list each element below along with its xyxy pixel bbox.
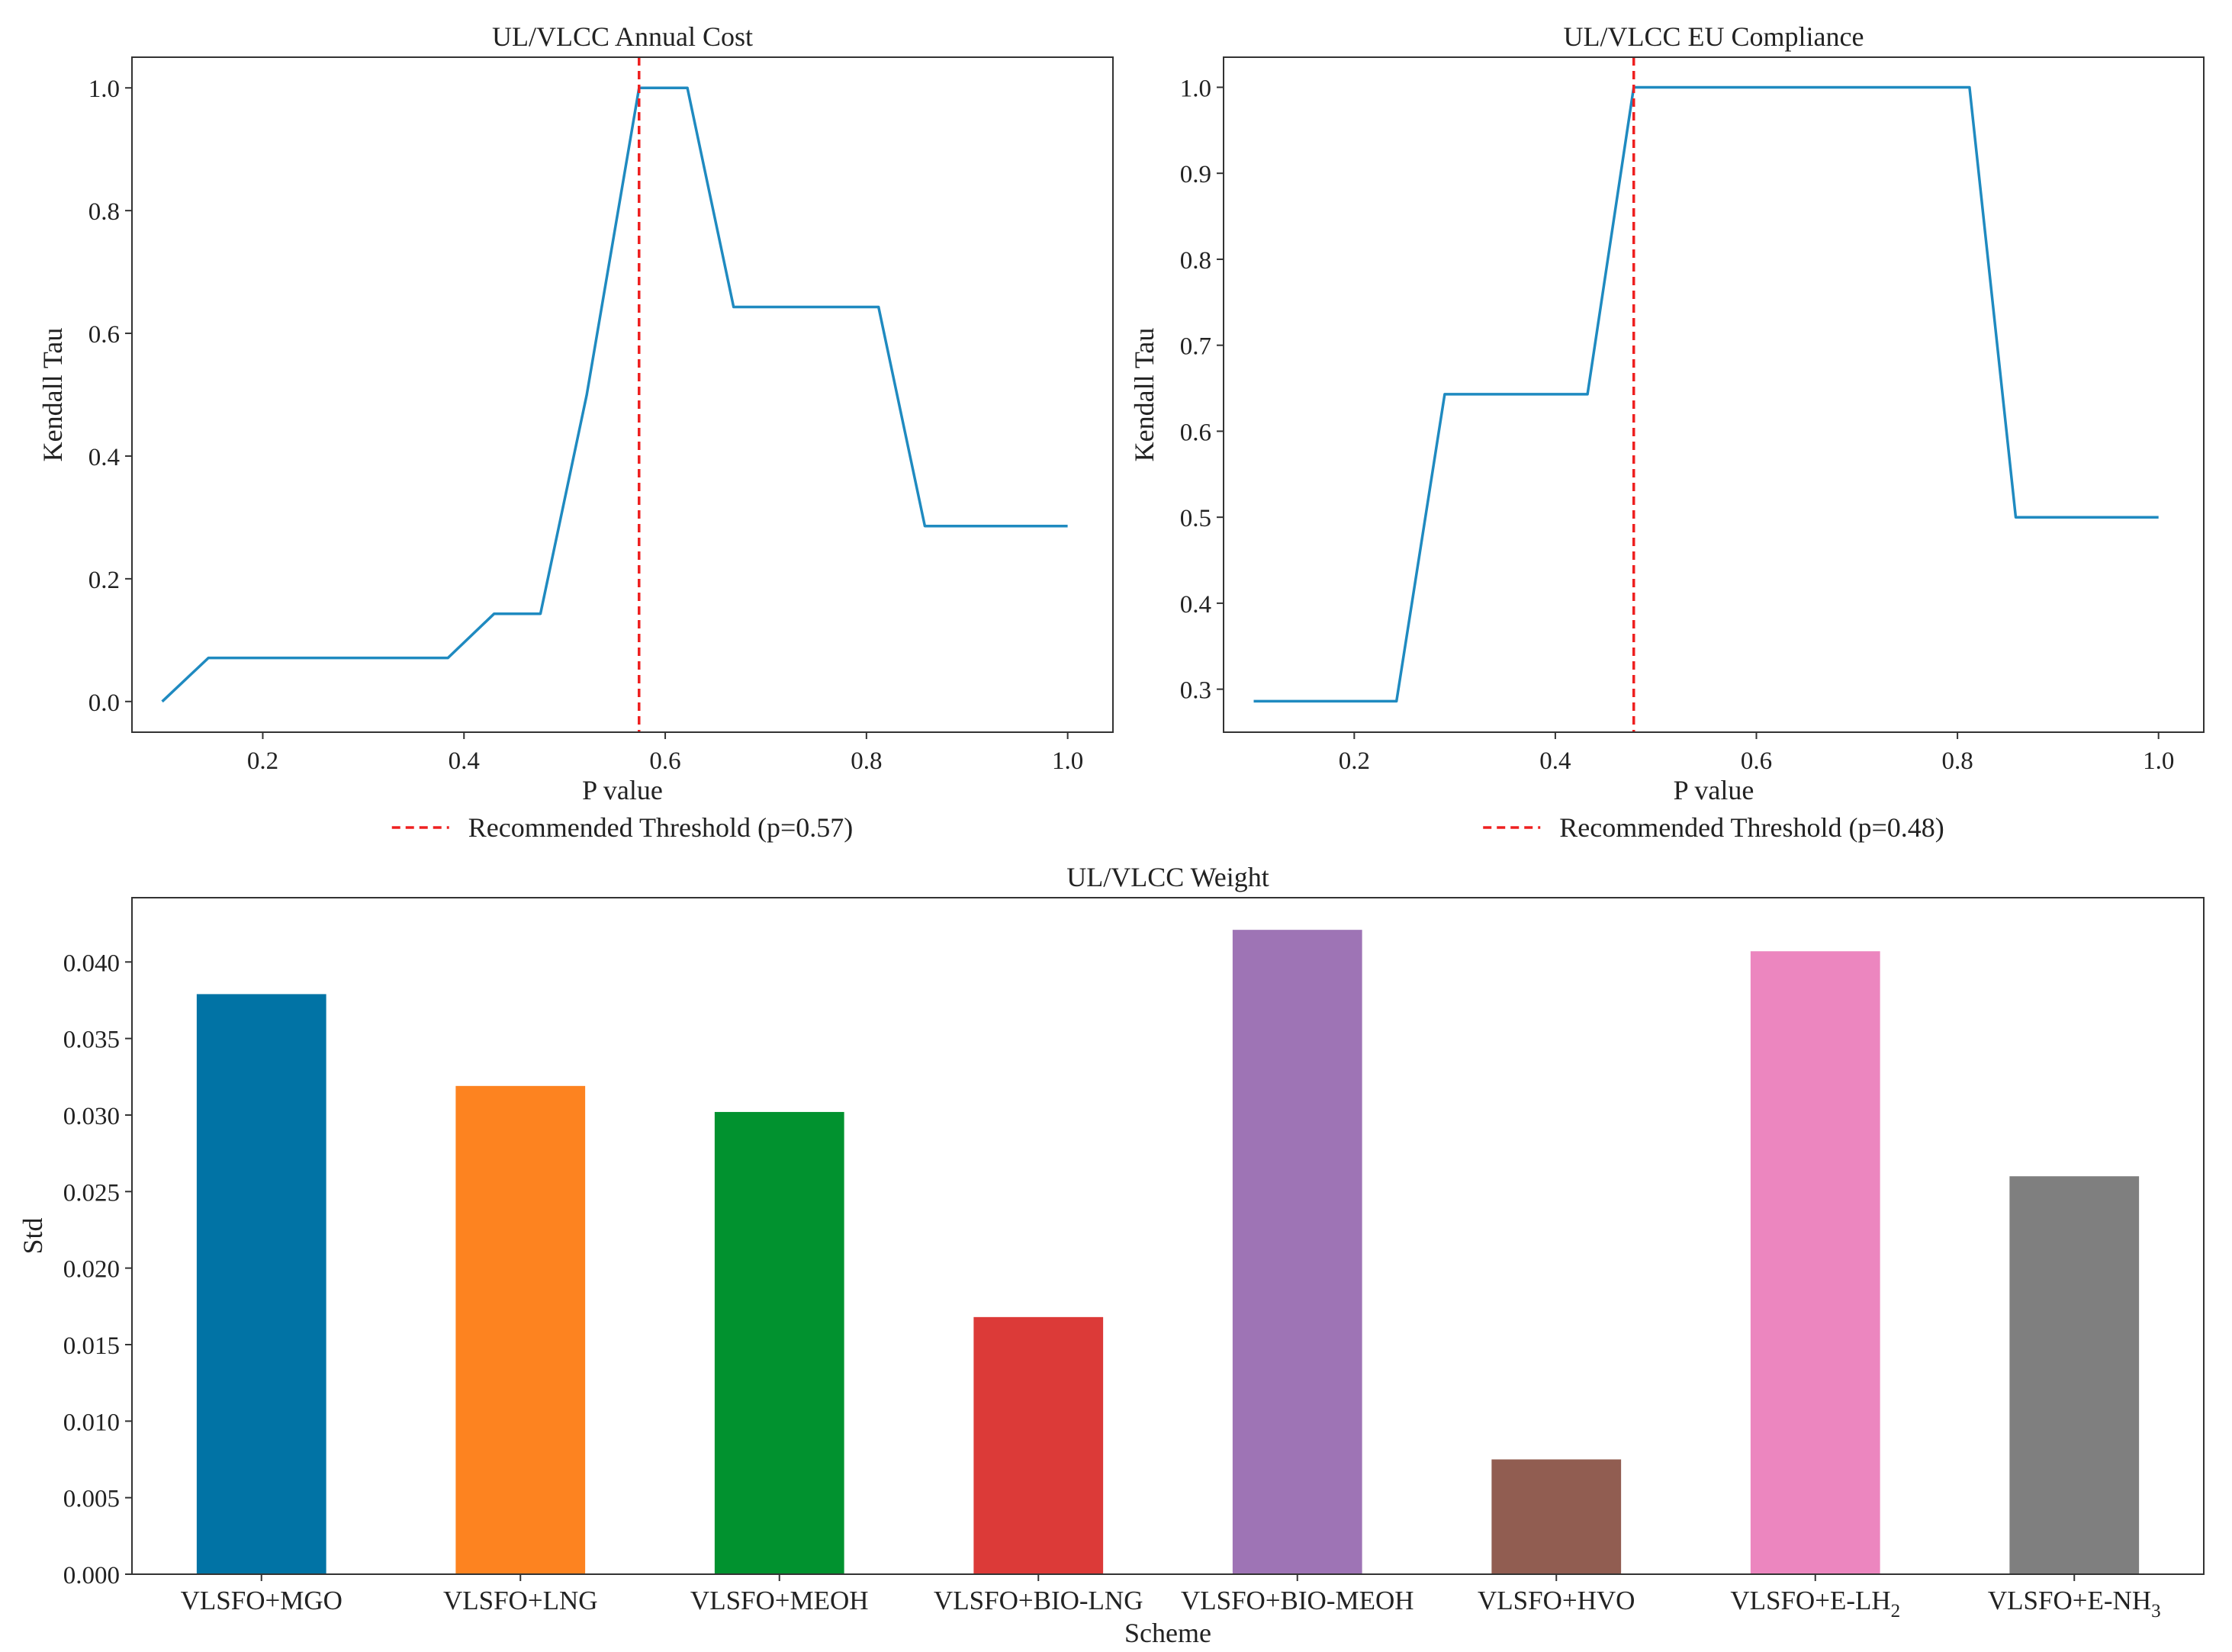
series-line — [1253, 85, 2159, 703]
y-tick-label: 0.8 — [1180, 247, 1211, 275]
chart-title: UL/VLCC Annual Cost — [492, 21, 753, 52]
x-tick-label: 0.2 — [1339, 747, 1370, 775]
y-tick-label: 0.010 — [63, 1409, 120, 1436]
plot-frame — [131, 56, 1114, 733]
y-tick-label: 0.025 — [63, 1179, 120, 1207]
y-tick-label: 0.8 — [88, 198, 120, 226]
weight-bar-chart: UL/VLCC Weight VLSFO+MGO VLSFO+LNG VLSFO+ME… — [18, 862, 2205, 1648]
x-axis-label: Scheme — [1124, 1618, 1211, 1648]
x-tick-label: VLSFO+E-LH2 — [1730, 1586, 1900, 1621]
x-tick-label: 0.4 — [449, 747, 480, 775]
y-tick-label: 0.4 — [88, 444, 120, 471]
chart-title: UL/VLCC EU Compliance — [1564, 21, 1864, 52]
bar — [1750, 951, 1880, 1574]
y-tick-label: 0.6 — [88, 321, 120, 349]
legend-label: Recommended Threshold (p=0.48) — [1559, 812, 1944, 843]
y-tick-label: 0.3 — [1180, 677, 1211, 705]
x-tick-label: 1.0 — [1052, 747, 1083, 775]
y-tick-label: 0.9 — [1180, 161, 1211, 188]
y-axis-label: Kendall Tau — [1129, 328, 1159, 462]
bar — [455, 1085, 586, 1574]
y-tick-label: 0.6 — [1180, 419, 1211, 446]
x-tick-label: VLSFO+MGO — [181, 1586, 343, 1615]
x-tick-label: VLSFO+BIO-MEOH — [1181, 1586, 1414, 1615]
y-tick-label: 0.000 — [63, 1562, 120, 1589]
bar — [714, 1111, 844, 1574]
x-tick-label: 0.6 — [1741, 747, 1772, 775]
y-tick-label: 1.0 — [1180, 75, 1211, 102]
annual-cost-chart: UL/VLCC Annual Cost 0.2 0.4 0.6 0.8 1.0 0.0 0.2… — [37, 21, 1114, 843]
y-tick-label: 0.030 — [63, 1103, 120, 1130]
x-tick-label-subscript: 2 — [1891, 1601, 1901, 1621]
x-tick-label-base: VLSFO+MGO — [181, 1586, 343, 1615]
y-tick-label: 0.2 — [88, 567, 120, 594]
y-tick-label: 0.040 — [63, 950, 120, 977]
y-tick-label: 0.4 — [1180, 591, 1211, 619]
x-tick-label: 1.0 — [2143, 747, 2174, 775]
y-tick-label: 0.005 — [63, 1486, 120, 1513]
y-tick-label: 0.7 — [1180, 333, 1211, 361]
y-tick-label: 1.0 — [88, 76, 120, 103]
y-tick-label: 0.5 — [1180, 505, 1211, 532]
bar — [973, 1316, 1104, 1574]
eu-compliance-chart: UL/VLCC EU Compliance 0.2 0.4 0.6 0.8 1.0 0.3 0… — [1129, 21, 2205, 843]
chart-title: UL/VLCC Weight — [1066, 862, 1269, 892]
x-tick-label: VLSFO+MEOH — [690, 1586, 869, 1615]
x-tick-label: 0.6 — [649, 747, 680, 775]
x-tick-label: VLSFO+LNG — [443, 1586, 598, 1615]
x-tick-label-subscript: 3 — [2151, 1601, 2161, 1621]
x-axis-label: P value — [582, 775, 663, 805]
bar — [196, 994, 326, 1574]
x-axis-label: P value — [1674, 775, 1754, 805]
x-tick-label: VLSFO+HVO — [1478, 1586, 1635, 1615]
x-tick-label: 0.8 — [1941, 747, 1973, 775]
x-tick-label-base: VLSFO+E-NH — [1988, 1586, 2151, 1615]
x-tick-label-base: VLSFO+E-LH — [1730, 1586, 1890, 1615]
x-tick-label: 0.4 — [1539, 747, 1571, 775]
x-tick-label: VLSFO+BIO-LNG — [934, 1586, 1143, 1615]
plot-frame — [1223, 56, 2205, 733]
x-tick-label-base: VLSFO+HVO — [1478, 1586, 1635, 1615]
y-tick-label: 0.0 — [88, 689, 120, 717]
y-tick-label: 0.015 — [63, 1332, 120, 1360]
y-tick-label: 0.035 — [63, 1027, 120, 1054]
plot-frame — [131, 897, 2205, 1575]
y-axis-label: Kendall Tau — [37, 328, 68, 462]
bar — [1491, 1459, 1622, 1574]
x-tick-label: 0.2 — [247, 747, 278, 775]
bar — [2009, 1176, 2140, 1574]
series-line — [161, 86, 1068, 703]
x-tick-label-base: VLSFO+BIO-LNG — [934, 1586, 1143, 1615]
x-tick-label: 0.8 — [851, 747, 882, 775]
y-axis-label: Std — [18, 1217, 48, 1254]
legend-label: Recommended Threshold (p=0.57) — [468, 812, 854, 843]
x-tick-label-base: VLSFO+BIO-MEOH — [1181, 1586, 1414, 1615]
y-tick-label: 0.020 — [63, 1256, 120, 1284]
x-tick-label: VLSFO+E-NH3 — [1988, 1586, 2161, 1621]
x-tick-label-base: VLSFO+MEOH — [690, 1586, 869, 1615]
bar — [1232, 930, 1362, 1574]
x-tick-label-base: VLSFO+LNG — [443, 1586, 598, 1615]
